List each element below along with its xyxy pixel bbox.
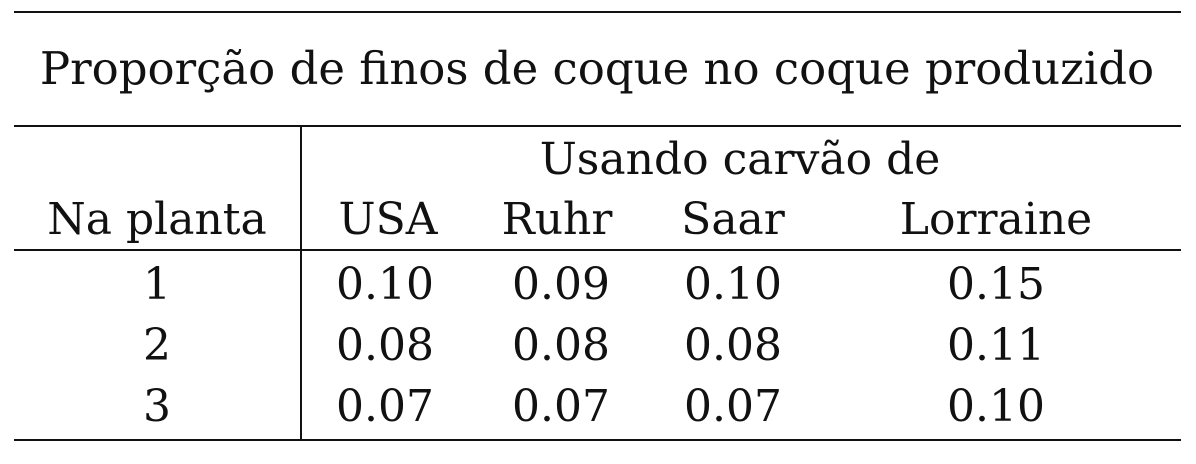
row-label: 2: [143, 320, 171, 371]
table-cell: 0.10: [684, 259, 782, 310]
table-cell: 0.10: [336, 259, 434, 310]
top-rule: [14, 11, 1181, 13]
table-cell: 0.08: [336, 320, 434, 371]
column-header-saar: Saar: [681, 194, 785, 245]
header-rule: [14, 249, 1181, 251]
group-header: Usando carvão de: [539, 134, 941, 185]
column-header-ruhr: Ruhr: [501, 194, 613, 245]
column-divider: [300, 126, 302, 440]
bottom-rule: [14, 439, 1181, 441]
table-cell: 0.08: [512, 320, 610, 371]
row-label: 3: [143, 381, 171, 432]
table-cell: 0.08: [684, 320, 782, 371]
table-cell: 0.07: [512, 381, 610, 432]
row-label: 1: [143, 259, 171, 310]
column-header-usa: USA: [338, 194, 438, 245]
table-cell: 0.15: [947, 259, 1045, 310]
table-title: Proporção de finos de coque no coque pro…: [39, 42, 1155, 95]
table-cell: 0.11: [947, 320, 1045, 371]
row-header: Na planta: [47, 194, 267, 245]
title-rule: [14, 125, 1181, 127]
table-cell: 0.07: [684, 381, 782, 432]
column-header-lorraine: Lorraine: [899, 194, 1093, 245]
table-cell: 0.07: [336, 381, 434, 432]
table-cell: 0.09: [512, 259, 610, 310]
table-cell: 0.10: [947, 381, 1045, 432]
